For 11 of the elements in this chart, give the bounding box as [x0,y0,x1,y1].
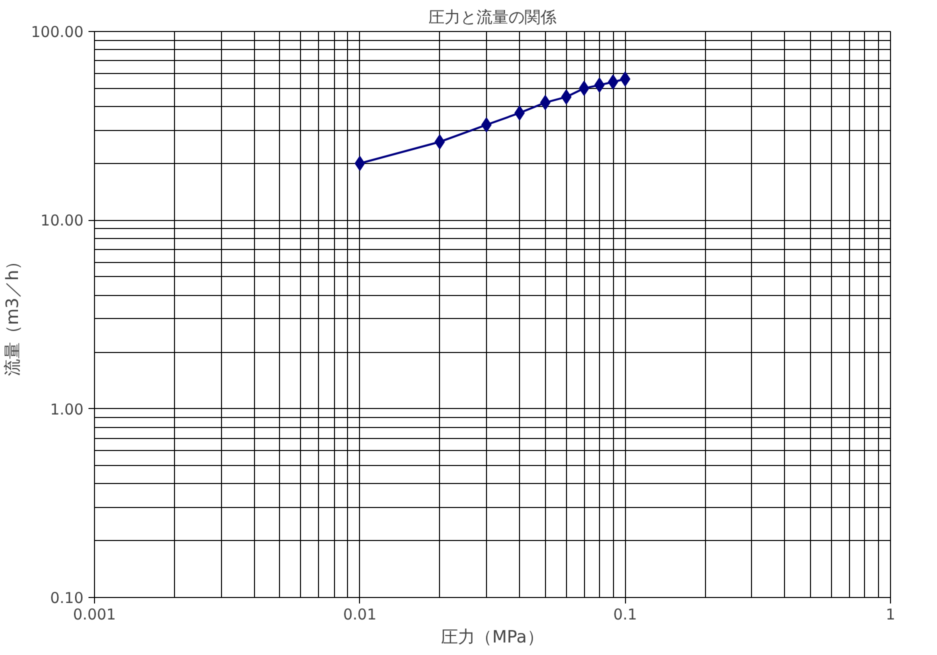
y-tick-label: 1.00 [50,400,84,418]
x-tick-label: 0.1 [613,606,638,624]
y-tick-label: 10.00 [40,212,84,230]
x-tick-label: 0.001 [73,606,116,624]
y-tick-label: 0.10 [50,589,84,607]
x-axis-title: 圧力（MPa） [441,628,544,648]
x-tick-label: 0.01 [343,606,377,624]
y-tick-label: 100.00 [31,23,84,41]
chart-title: 圧力と流量の関係 [428,8,556,26]
y-axis-title: 流量（m3／h） [3,252,24,376]
x-tick-label: 1 [886,606,896,624]
